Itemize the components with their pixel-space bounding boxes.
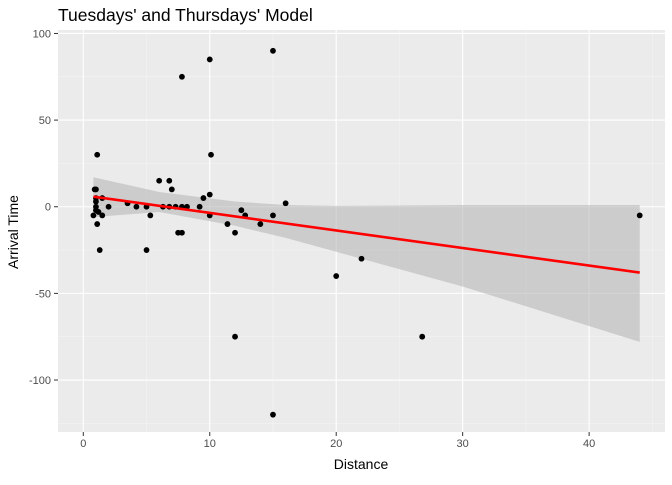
data-point	[636, 212, 643, 219]
y-tick-label: 100	[33, 28, 51, 40]
data-point	[419, 333, 426, 340]
data-point	[94, 221, 101, 227]
data-point	[93, 186, 99, 193]
chart-title: Tuesdays' and Thursdays' Model	[58, 5, 313, 25]
data-point	[166, 177, 173, 184]
data-point	[168, 186, 175, 193]
data-point	[196, 203, 203, 210]
data-point	[232, 333, 238, 340]
data-point	[232, 229, 238, 236]
x-tick-label: 10	[204, 438, 216, 450]
x-tick-label: 40	[583, 438, 595, 450]
y-axis-label: Arrival Time	[5, 195, 21, 269]
y-tick-label: 0	[45, 202, 51, 214]
data-point	[358, 255, 365, 262]
data-point	[105, 203, 112, 210]
axes-layer: 0 10 20 30 40 -100 -50 0 50 100	[29, 28, 595, 450]
data-point	[333, 273, 340, 279]
data-point	[93, 198, 99, 205]
data-point	[270, 212, 276, 219]
x-tick-label: 20	[330, 438, 342, 450]
data-point	[224, 221, 231, 227]
data-point	[270, 411, 276, 418]
data-point	[99, 212, 106, 219]
data-point	[95, 209, 102, 215]
data-point	[96, 247, 103, 253]
data-point	[206, 191, 213, 198]
data-point	[147, 212, 154, 219]
data-point	[133, 203, 140, 210]
confidence-band	[93, 177, 640, 342]
y-tick-label: -100	[29, 375, 51, 387]
x-tick-label: 0	[80, 438, 86, 450]
x-tick-label: 30	[457, 438, 469, 450]
data-point	[143, 247, 150, 253]
y-tick-label: -50	[35, 288, 51, 300]
data-points-layer	[90, 47, 643, 418]
x-axis-label: Distance	[334, 456, 389, 472]
data-point	[200, 195, 207, 201]
confidence-band-layer	[93, 177, 640, 342]
data-point	[156, 177, 163, 184]
data-point	[208, 151, 214, 158]
data-point	[206, 56, 213, 63]
data-point	[257, 221, 264, 227]
regression-line-layer	[93, 195, 640, 274]
data-point	[179, 73, 185, 80]
data-point	[270, 47, 276, 54]
data-point	[282, 200, 289, 207]
data-point	[94, 151, 101, 158]
y-tick-label: 50	[39, 115, 51, 127]
data-point	[238, 207, 245, 214]
data-point	[90, 212, 97, 219]
data-point	[179, 229, 185, 236]
regression-line	[93, 195, 640, 274]
